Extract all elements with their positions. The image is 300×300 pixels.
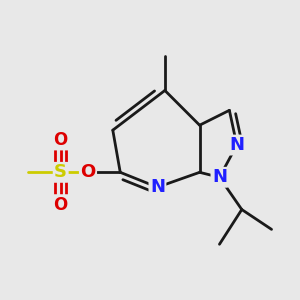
Text: O: O	[80, 163, 96, 181]
Text: N: N	[150, 178, 165, 196]
Text: O: O	[54, 131, 68, 149]
Text: N: N	[212, 168, 227, 186]
Text: N: N	[229, 136, 244, 154]
Text: O: O	[54, 196, 68, 214]
Text: S: S	[54, 163, 67, 181]
